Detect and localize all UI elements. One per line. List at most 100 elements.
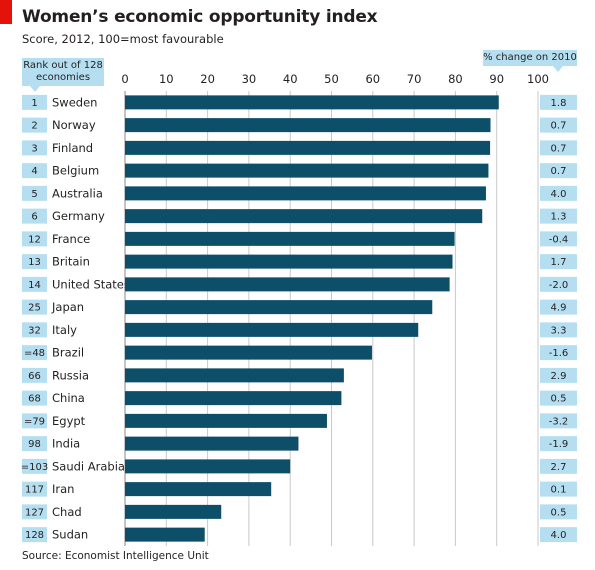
- rank-box: [22, 163, 47, 179]
- category-label: Australia: [52, 186, 103, 200]
- bar: [125, 209, 483, 224]
- rank-box: [22, 436, 47, 452]
- rank-label: =48: [24, 348, 45, 359]
- rank-box: [22, 276, 47, 292]
- rank-box: [22, 367, 47, 383]
- bar: [125, 118, 491, 133]
- x-tick-label: 10: [159, 72, 174, 86]
- bar: [125, 436, 299, 451]
- bar: [125, 391, 342, 406]
- rank-box: [22, 413, 47, 429]
- change-value: 2.9: [551, 371, 567, 382]
- source-note: Source: Economist Intelligence Unit: [22, 550, 209, 562]
- rank-box: [22, 322, 47, 338]
- change-box: [540, 117, 577, 133]
- rank-box: [22, 390, 47, 406]
- bar: [125, 254, 453, 269]
- bar: [125, 163, 489, 178]
- change-value: 0.5: [551, 507, 567, 518]
- bar: [125, 459, 291, 474]
- category-label: Egypt: [52, 414, 86, 428]
- bar: [125, 300, 433, 315]
- rank-box: [22, 94, 47, 110]
- rank-label: 127: [25, 507, 44, 518]
- rank-label: 6: [31, 212, 37, 223]
- bar: [125, 527, 205, 542]
- bar: [125, 504, 222, 519]
- change-value: 4.0: [551, 189, 567, 200]
- bar: [125, 95, 499, 110]
- change-value: -2.0: [549, 280, 569, 291]
- rank-label: 128: [25, 530, 44, 541]
- x-tick-label: 30: [242, 72, 257, 86]
- brand-accent-mark: [0, 0, 12, 24]
- change-value: 0.7: [551, 143, 567, 154]
- bar: [125, 345, 372, 360]
- change-box: [540, 367, 577, 383]
- category-label: Finland: [52, 141, 93, 155]
- category-label: Sweden: [52, 95, 97, 109]
- change-box: [540, 254, 577, 270]
- change-box: [540, 481, 577, 497]
- rank-box: [22, 231, 47, 247]
- change-box: [540, 208, 577, 224]
- change-value: -1.9: [549, 439, 569, 450]
- category-label: France: [52, 232, 90, 246]
- change-value: 4.9: [551, 303, 567, 314]
- rank-label: 66: [28, 371, 41, 382]
- category-label: Belgium: [52, 164, 99, 178]
- chart-subtitle: Score, 2012, 100=most favourable: [22, 32, 224, 46]
- category-label: Italy: [52, 323, 77, 337]
- rank-label: =79: [24, 416, 45, 427]
- rank-box: [22, 208, 47, 224]
- change-value: 4.0: [551, 530, 567, 541]
- bar: [125, 140, 491, 155]
- category-label: Russia: [52, 368, 89, 382]
- change-value: -0.4: [549, 234, 569, 245]
- rank-header: Rank out of 128 economies: [22, 58, 104, 86]
- category-label: China: [52, 391, 85, 405]
- rank-box: [22, 299, 47, 315]
- bar: [125, 368, 344, 383]
- rank-box: [22, 345, 47, 361]
- change-value: 0.5: [551, 394, 567, 405]
- category-label: Brazil: [52, 346, 84, 360]
- change-value: 2.7: [551, 462, 567, 473]
- rank-label: 32: [28, 325, 41, 336]
- x-tick-label: 80: [448, 72, 463, 86]
- rank-label: 25: [28, 303, 41, 314]
- rank-label: 2: [31, 121, 37, 132]
- rank-label: 98: [28, 439, 41, 450]
- change-box: [540, 231, 577, 247]
- category-label: Chad: [52, 505, 82, 519]
- category-label: Japan: [51, 300, 84, 314]
- change-box: [540, 345, 577, 361]
- rank-label: 4: [31, 166, 37, 177]
- rank-label: 3: [31, 143, 37, 154]
- category-label: United States: [52, 277, 130, 291]
- change-box: [540, 458, 577, 474]
- change-value: 0.7: [551, 166, 567, 177]
- rank-label: 5: [31, 189, 37, 200]
- x-tick-label: 20: [200, 72, 215, 86]
- x-tick-label: 100: [527, 72, 549, 86]
- category-label: India: [52, 437, 80, 451]
- change-value: 0.1: [551, 485, 567, 496]
- category-label: Sudan: [52, 528, 88, 542]
- category-label: Germany: [52, 209, 105, 223]
- category-label: Norway: [52, 118, 96, 132]
- change-box: [540, 390, 577, 406]
- x-tick-label: 70: [407, 72, 422, 86]
- x-tick-label: 40: [283, 72, 298, 86]
- bar: [125, 277, 450, 292]
- rank-box: [22, 504, 47, 520]
- rank-box: [22, 254, 47, 270]
- change-value: 1.8: [551, 98, 567, 109]
- change-value: -1.6: [549, 348, 569, 359]
- change-value: 3.3: [551, 325, 567, 336]
- rank-box: [22, 458, 47, 474]
- bar: [125, 322, 419, 337]
- rank-label: 117: [25, 485, 44, 496]
- bar: [125, 186, 486, 201]
